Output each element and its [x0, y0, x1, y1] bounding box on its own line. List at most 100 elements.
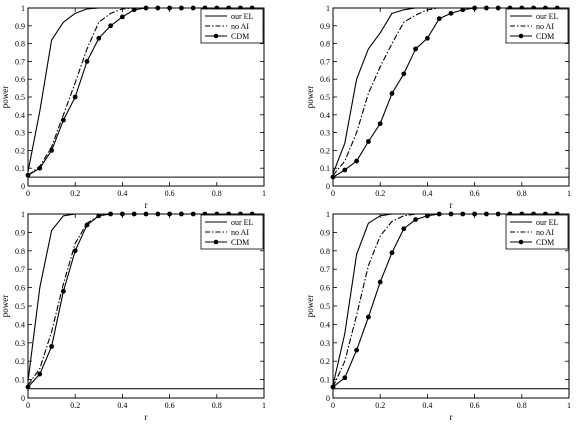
y-tick-label: 1	[326, 210, 330, 219]
y-tick-label: 0.9	[320, 22, 330, 31]
y-tick-label: 0.7	[320, 265, 330, 274]
y-tick-label: 0	[21, 394, 25, 403]
legend-box	[200, 8, 264, 44]
y-tick-label: 0.9	[15, 22, 25, 31]
chart-panel-3: 0 0.2 0.4 0.6 0.8 1 0 0.1 0.2 0.3 0.4 0.5 0.6 0.7 0.8 0…	[0, 210, 266, 422]
y-tick-label: 1	[326, 4, 330, 13]
y-tick-label: 0.8	[15, 247, 25, 256]
x-tick-label: 0.8	[212, 401, 222, 410]
x-tick-label: 0.8	[212, 189, 222, 198]
legend-label: our EL	[231, 218, 254, 227]
x-axis-label: r	[450, 412, 453, 422]
y-tick-label: 0.6	[15, 284, 25, 293]
legend-label: no AI	[231, 228, 249, 237]
series-point-cdm	[49, 344, 54, 349]
chart-panel-2: 0 0.2 0.4 0.6 0.8 1 0 0.1 0.2 0.3 0.4 0.5 0.6 0.7 0.8 0…	[305, 4, 571, 210]
series-point-cdm	[389, 91, 395, 96]
x-tick-label: 0.6	[470, 189, 480, 198]
y-tick-label: 0.9	[15, 228, 25, 237]
chart-panel-1: 0 0.2 0.4 0.6 0.8 1 0 0.1 0.2 0.3 0.4 0.5 0.6 0.7 0.8 0…	[0, 4, 266, 210]
x-tick-label: 0	[26, 189, 30, 198]
chart-panel-4: 0 0.2 0.4 0.6 0.8 1 0 0.1 0.2 0.3 0.4 0.5 0.6 0.7 0.8 0…	[305, 210, 571, 422]
y-tick-label: 0.5	[15, 302, 25, 311]
y-tick-label: 0.1	[15, 164, 25, 173]
x-tick-label: 0	[331, 189, 335, 198]
y-tick-label: 0.8	[15, 40, 25, 49]
legend-label: CDM	[536, 32, 554, 41]
plot-frame	[332, 213, 570, 399]
x-tick-label: 0.4	[422, 401, 432, 410]
x-tick-label: 0.4	[117, 401, 127, 410]
series-point-cdm	[354, 347, 359, 353]
legend-marker	[518, 239, 524, 245]
y-axis-label: power	[0, 86, 10, 109]
x-tick-label: 0.2	[70, 401, 80, 410]
series-point-cdm	[436, 16, 442, 22]
legend-label: CDM	[231, 32, 249, 41]
y-tick-label: 0	[326, 394, 330, 403]
series-point-cdm	[342, 375, 348, 381]
legend-box	[505, 214, 569, 250]
series-point-cdm	[366, 139, 371, 144]
x-tick-label: 0.2	[375, 401, 385, 410]
y-tick-label: 1	[21, 4, 25, 13]
legend-label: our EL	[536, 12, 559, 21]
y-tick-label: 0.8	[320, 247, 330, 256]
x-tick-label: 0	[26, 401, 30, 410]
legend-label: no AI	[536, 228, 554, 237]
legend-box	[200, 214, 264, 250]
y-tick-label: 0.9	[320, 228, 330, 237]
y-tick-label: 0.8	[320, 40, 330, 49]
y-axis-label: power	[305, 86, 315, 109]
x-tick-label: 0	[331, 401, 335, 410]
x-tick-label: 0.8	[517, 401, 527, 410]
x-tick-label: 0.6	[470, 401, 480, 410]
legend-marker	[213, 239, 219, 245]
legend-marker	[213, 33, 219, 39]
x-tick-label: 0.4	[117, 189, 127, 198]
series-point-cdm	[425, 35, 430, 41]
series-point-cdm	[342, 167, 348, 173]
legend-label: our EL	[231, 12, 254, 21]
series-point-cdm	[354, 158, 359, 164]
x-tick-label: 1	[567, 401, 571, 410]
series-point-cdm	[72, 248, 78, 254]
y-axis-label: power	[305, 295, 315, 318]
y-tick-label: 0.4	[15, 111, 25, 120]
y-tick-label: 0.7	[15, 57, 25, 66]
y-tick-label: 0.1	[15, 376, 25, 385]
y-tick-label: 0.1	[320, 164, 330, 173]
series-point-cdm	[49, 148, 54, 153]
y-axis-label: power	[0, 295, 10, 318]
y-tick-label: 0.6	[320, 284, 330, 293]
series-point-cdm	[108, 23, 113, 29]
series-point-cdm	[366, 314, 371, 320]
plot-frame	[27, 7, 265, 187]
legend-marker	[518, 33, 524, 39]
y-tick-label: 0.5	[320, 302, 330, 311]
x-tick-label: 0.2	[70, 189, 80, 198]
legend-label: CDM	[536, 238, 554, 247]
x-tick-label: 0.4	[422, 189, 432, 198]
series-point-cdm	[401, 71, 407, 77]
series-point-cdm	[37, 165, 43, 171]
y-tick-label: 0	[326, 182, 330, 191]
x-axis-label: r	[450, 200, 453, 210]
y-tick-label: 0.2	[15, 146, 25, 155]
plot-frame	[27, 213, 265, 399]
x-tick-label: 1	[262, 401, 266, 410]
y-tick-label: 0.4	[320, 111, 330, 120]
x-tick-label: 0.2	[375, 189, 385, 198]
legend-label: our EL	[536, 218, 559, 227]
y-tick-label: 0.3	[15, 339, 25, 348]
series-point-cdm	[413, 217, 418, 222]
y-tick-label: 0.2	[15, 357, 25, 366]
series-point-cdm	[448, 10, 454, 16]
y-tick-label: 0.5	[320, 93, 330, 102]
x-tick-label: 1	[567, 189, 571, 198]
legend-box	[505, 8, 569, 44]
